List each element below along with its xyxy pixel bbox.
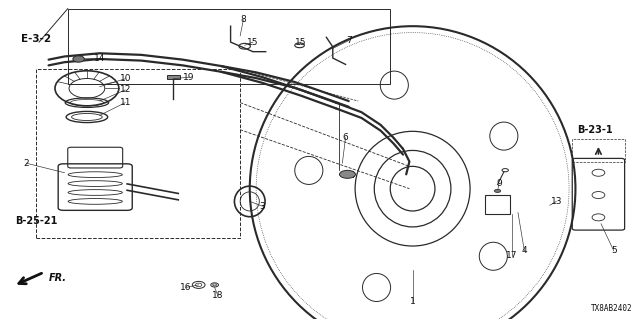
Text: 13: 13: [550, 197, 562, 206]
Text: 19: 19: [183, 73, 195, 82]
Text: 5: 5: [611, 246, 616, 255]
Text: 3: 3: [260, 202, 266, 211]
Ellipse shape: [73, 56, 84, 62]
Ellipse shape: [494, 189, 500, 193]
Text: 17: 17: [506, 251, 517, 260]
Bar: [167, 75, 179, 79]
Text: 6: 6: [342, 133, 348, 142]
Text: 14: 14: [345, 172, 356, 180]
Text: 9: 9: [496, 180, 502, 188]
Text: 15: 15: [247, 38, 259, 47]
Bar: [572, 139, 625, 162]
Bar: [36, 69, 240, 238]
Text: 10: 10: [120, 74, 131, 83]
Text: B-25-21: B-25-21: [15, 216, 57, 226]
Text: 16: 16: [180, 283, 191, 292]
Text: TX8AB2402: TX8AB2402: [591, 304, 633, 313]
Bar: [68, 9, 390, 84]
Text: 14: 14: [94, 53, 106, 62]
Text: 18: 18: [212, 291, 223, 300]
Text: 15: 15: [295, 38, 307, 47]
Text: 2: 2: [24, 159, 29, 168]
Text: E-3-2: E-3-2: [21, 34, 51, 44]
Text: 4: 4: [522, 246, 527, 255]
Text: B-23-1: B-23-1: [577, 125, 612, 135]
Text: 11: 11: [120, 98, 131, 107]
Text: 12: 12: [120, 85, 131, 94]
Text: 7: 7: [346, 36, 351, 45]
Text: 1: 1: [410, 297, 415, 306]
Text: FR.: FR.: [49, 273, 67, 283]
Ellipse shape: [339, 170, 355, 178]
Text: 8: 8: [241, 15, 246, 24]
